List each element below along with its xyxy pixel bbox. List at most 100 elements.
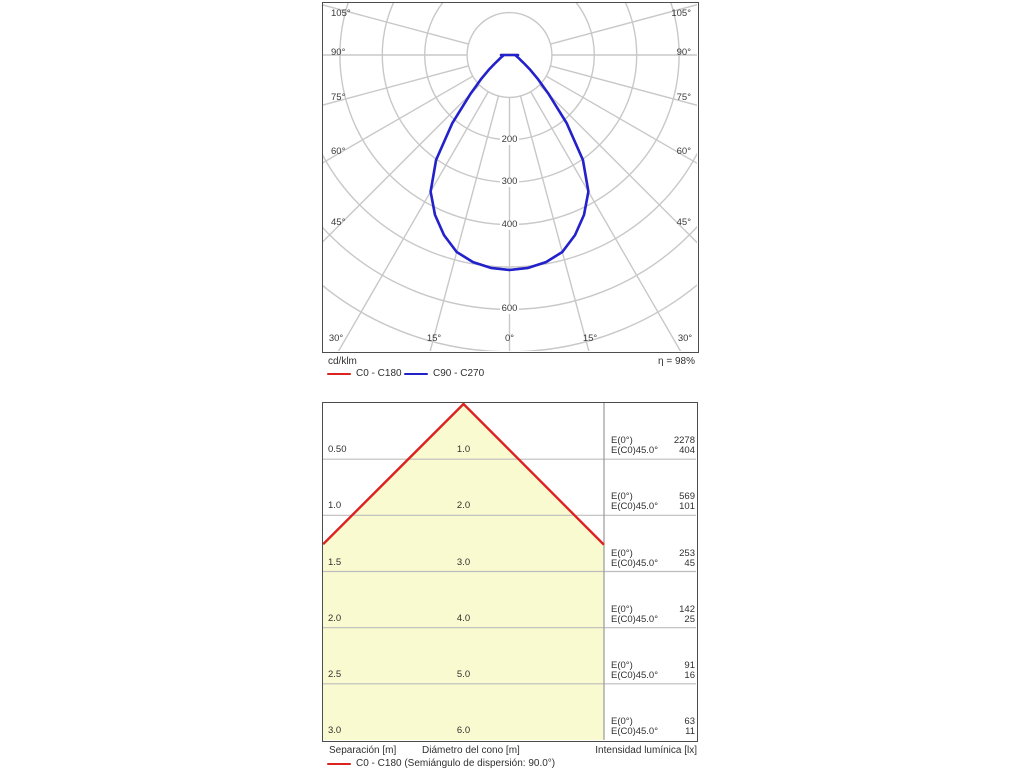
polar-angle-label: 90° [331,47,346,58]
separation-value: 3.0 [328,725,342,736]
ec0-value: 25 [684,613,695,625]
cone-beam-line-left [323,403,465,545]
e0-value: 569 [679,491,695,503]
illuminance-e0-line: E(0°) 569 [611,492,695,502]
illuminance-ec0-line: E(C0) 45.0° 101 [611,502,695,512]
polar-angle-label: 90° [676,47,691,58]
cone-beam-line-right [462,403,605,546]
polar-angle-label: 0° [504,333,515,344]
cone-column-header-diameter: Diámetro del cono [m] [422,745,520,756]
polar-angle-label: 60° [331,146,346,157]
polar-legend-item-c90-c270: C90 - C270 [404,369,484,379]
cone-svg [323,403,696,740]
polar-angle-line [323,75,474,164]
polar-angle-label: 15° [582,333,598,344]
polar-angle-label: 15° [426,333,442,344]
diameter-value: 1.0 [456,444,471,456]
polar-angle-label: 45° [331,217,346,228]
e0-label: E(0°) [611,491,633,503]
ec0-label: E(C0) [611,557,636,569]
illuminance-e0-line: E(0°) 142 [611,603,695,615]
polar-angle-line [545,75,697,165]
legend-label-c0-c180: C0 - C180 [356,368,402,379]
polar-angle-line [429,95,500,351]
polar-angle-label: 60° [676,146,691,157]
e0-label: E(0°) [611,716,633,727]
polar-angle-label: 105° [671,8,691,19]
polar-angle-line [530,91,682,351]
ec0-value: 404 [679,445,695,457]
cone-column-header-intensity: Intensidad lumínica [lx] [595,745,697,756]
ec0-angle: 45.0° [635,557,658,569]
polar-curve-c90-c270 [429,53,590,272]
e0-label: E(0°) [611,435,633,447]
ec0-angle: 45.0° [635,501,658,513]
illuminance-e0-line: E(0°) 91 [611,659,695,671]
polar-angle-line [323,84,481,243]
illuminance-ec0-line: E(C0) 45.0° 25 [611,613,695,625]
e0-value: 2278 [673,435,695,447]
ec0-label: E(C0) [611,445,636,457]
efficiency-label: η = 98% [658,356,695,367]
illuminance-ec0-line: E(C0) 45.0° 404 [611,446,695,456]
illuminance-e0-line: E(0°) 2278 [611,436,695,446]
e0-label: E(0°) [611,547,633,559]
cone-legend-line-icon [327,762,351,766]
separation-value: 0.50 [328,444,347,456]
polar-legend-item-c0-c180: C0 - C180 [327,369,402,379]
polar-angle-line [550,65,697,106]
e0-label: E(0°) [611,659,633,671]
polar-angle-line [337,91,489,351]
e0-value: 142 [679,603,695,615]
ec0-label: E(C0) [611,613,636,625]
ec0-value: 45 [684,557,695,569]
cone-column-header-separation: Separación [m] [329,745,397,756]
polar-ring-label: 300 [499,176,520,188]
diameter-value: 5.0 [456,668,471,680]
polar-angle-line [538,84,697,244]
polar-ring-label: 200 [499,133,520,145]
illuminance-ec0-line: E(C0) 45.0° 45 [611,557,695,569]
polar-angle-label: 45° [676,217,691,228]
legend-label-c90-c270: C90 - C270 [433,368,485,379]
legend-line-c0-c180-icon [327,372,351,376]
polar-angle-label: 75° [676,92,691,103]
diameter-value: 3.0 [456,556,471,568]
polar-unit-label: cd/klm [328,356,357,367]
cone-legend-item: C0 - C180 (Semiángulo de dispersión: 90.… [327,759,555,768]
e0-label: E(0°) [611,603,633,615]
polar-diagram: 200 300 400 600 105° 90° 75° 60° 45° 105° 90° 75° 60… [322,2,699,353]
polar-ring-label: 600 [499,303,520,315]
legend-line-c90-c270-icon [404,372,428,376]
e0-value: 91 [684,659,695,671]
ec0-angle: 45.0° [635,669,658,681]
polar-angle-label: 30° [677,333,693,344]
polar-angle-line [323,4,469,45]
polar-angle-label: 105° [331,8,351,19]
cone-legend-label: C0 - C180 (Semiángulo de dispersión: 90.… [356,758,556,768]
diameter-value: 6.0 [456,725,471,736]
ec0-label: E(C0) [611,669,636,681]
illuminance-e0-line: E(0°) 63 [611,717,695,727]
ec0-label: E(C0) [611,726,636,737]
diameter-value: 2.0 [456,500,471,512]
separation-value: 1.5 [328,556,342,568]
separation-value: 2.5 [328,668,342,680]
polar-angle-line [323,65,469,106]
polar-angle-line [550,4,697,45]
ec0-label: E(C0) [611,501,636,513]
illuminance-e0-line: E(0°) 253 [611,547,695,559]
polar-angle-label: 75° [331,92,346,103]
ec0-angle: 45.0° [635,726,658,737]
cone-diagram: 0.50 1.0 E(0°) 2278 E(C0) 45.0° 404 1.0 2.0 E(0°)… [322,402,698,742]
ec0-value: 101 [679,501,695,513]
polar-angle-line [519,95,590,351]
illuminance-ec0-line: E(C0) 45.0° 16 [611,669,695,681]
ec0-angle: 45.0° [635,445,658,457]
illuminance-ec0-line: E(C0) 45.0° 11 [611,727,695,737]
polar-grid-svg [323,3,697,351]
ec0-angle: 45.0° [635,613,658,625]
e0-value: 63 [684,716,695,727]
ec0-value: 11 [685,726,695,737]
